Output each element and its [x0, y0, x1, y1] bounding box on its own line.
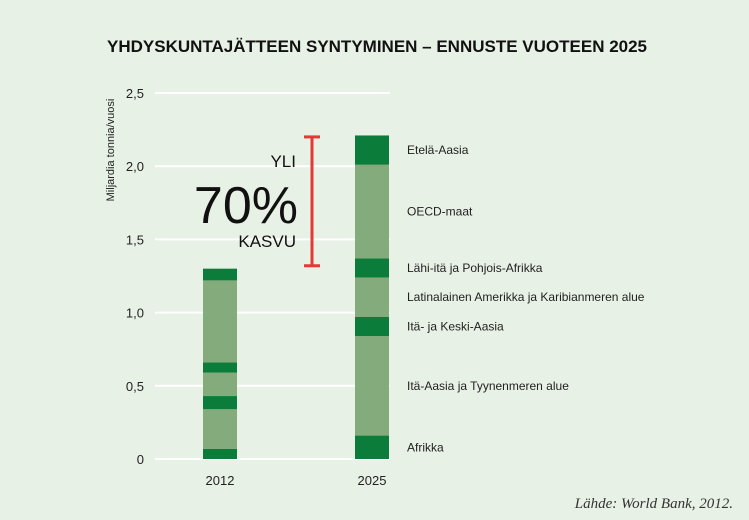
region-label: Itä- ja Keski-Aasia: [407, 320, 504, 334]
y-tick-label: 2,5: [126, 86, 144, 101]
x-tick-label: 2012: [206, 473, 235, 488]
growth-annotation-percent: 70%: [194, 177, 298, 235]
bar-segment: [355, 336, 389, 436]
growth-annotation: YLI 70% KASVU: [194, 135, 320, 268]
bar-segment: [355, 135, 389, 165]
y-tick-label: 0: [137, 452, 144, 467]
bar-segment: [203, 409, 237, 449]
growth-annotation-top: YLI: [270, 152, 296, 171]
source-note: Lähde: World Bank, 2012.: [574, 496, 733, 512]
region-label: Etelä-Aasia: [407, 143, 469, 157]
region-labels: Afrikka Itä-Aasia ja Tyynenmeren alue Itä-…: [407, 143, 645, 454]
stacked-bars: [203, 135, 389, 459]
region-label: Latinalainen Amerikka ja Karibianmeren a…: [407, 290, 645, 304]
bar-segment: [203, 396, 237, 410]
y-tick-labels: 0 0,5 1,0 1,5 2,0 2,5: [126, 86, 144, 467]
bar-segment: [355, 258, 389, 278]
bar-segment: [355, 277, 389, 317]
bar-segment: [355, 316, 389, 337]
bar-segment: [355, 435, 389, 459]
gridlines: [155, 92, 390, 460]
x-tick-label: 2025: [358, 473, 387, 488]
region-label: OECD-maat: [407, 205, 473, 219]
bar-segment: [355, 164, 389, 259]
chart-title: YHDYSKUNTAJÄTTEEN SYNTYMINEN – ENNUSTE V…: [107, 37, 647, 56]
bar-segment: [203, 372, 237, 397]
growth-annotation-bottom: KASVU: [238, 232, 296, 251]
bar-segment: [203, 280, 237, 363]
y-tick-label: 0,5: [126, 379, 144, 394]
region-label: Afrikka: [407, 440, 444, 454]
y-axis-label: Miljardia tonnia/vuosi: [105, 99, 117, 202]
y-tick-label: 1,5: [126, 232, 144, 247]
y-tick-label: 2,0: [126, 159, 144, 174]
x-tick-labels: 2012 2025: [206, 473, 387, 488]
bar-segment: [203, 448, 237, 459]
bar-segment: [203, 362, 237, 373]
bar-segment: [203, 268, 237, 281]
y-tick-label: 1,0: [126, 306, 144, 321]
region-label: Itä-Aasia ja Tyynenmeren alue: [407, 379, 569, 393]
region-label: Lähi-itä ja Pohjois-Afrikka: [407, 261, 543, 275]
